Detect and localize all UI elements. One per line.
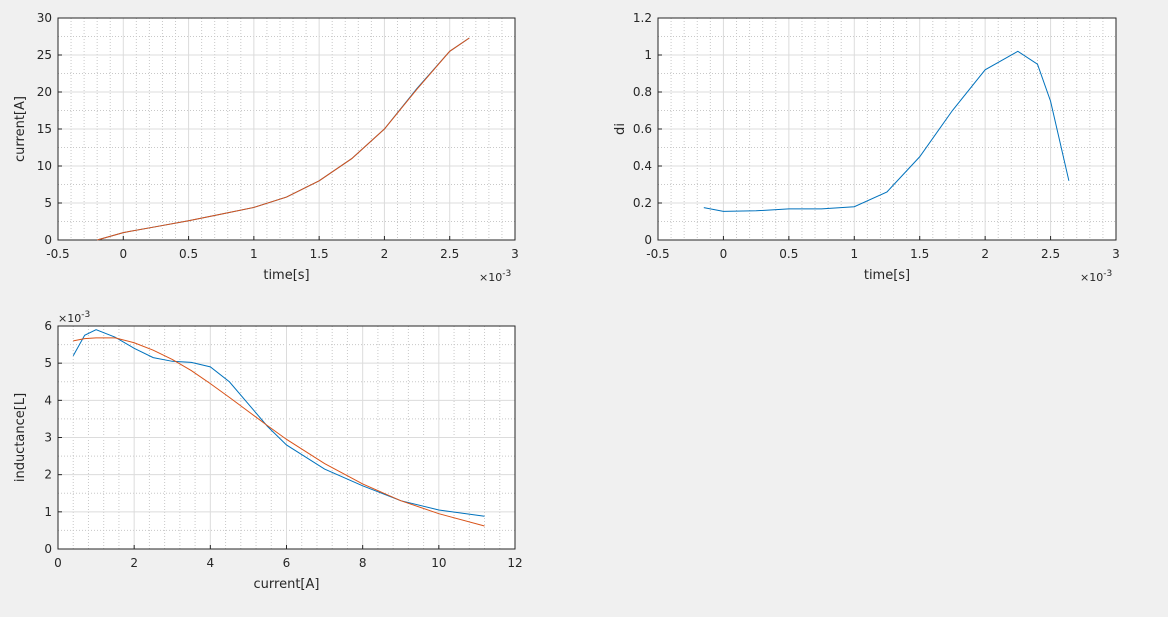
axes-box xyxy=(57,17,516,241)
x-tick-label: 1.5 xyxy=(910,247,929,261)
x-tick-label: 0.5 xyxy=(179,247,198,261)
y-tick-label: 0 xyxy=(44,233,52,247)
exponent-power: -3 xyxy=(1103,269,1112,279)
x-tick-label: 0 xyxy=(119,247,127,261)
x-tick-label: -0.5 xyxy=(46,247,69,261)
x-tick-label: 3 xyxy=(511,247,519,261)
y-tick-label: 10 xyxy=(37,159,52,173)
y-tick-label: 6 xyxy=(44,319,52,333)
x-tick-label: -0.5 xyxy=(646,247,669,261)
x-tick-label: 2 xyxy=(381,247,389,261)
x-tick-label: 4 xyxy=(207,556,215,570)
y-axis-label: current[A] xyxy=(13,96,28,162)
x-tick-label: 2.5 xyxy=(440,247,459,261)
x-exponent-label: ×10-3 xyxy=(479,269,511,284)
x-tick-label: 6 xyxy=(283,556,291,570)
y-tick-label: 0 xyxy=(44,542,52,556)
y-tick-label: 0.2 xyxy=(633,196,652,210)
x-tick-label: 1 xyxy=(850,247,858,261)
axes-box xyxy=(657,17,1117,241)
x-tick-label: 2 xyxy=(130,556,138,570)
x-axis-label: current[A] xyxy=(254,577,320,592)
x-tick-label: 8 xyxy=(359,556,367,570)
x-tick-label: 0.5 xyxy=(779,247,798,261)
exponent-base: ×10 xyxy=(1080,271,1103,284)
x-tick-label: 10 xyxy=(431,556,446,570)
y-tick-label: 4 xyxy=(44,393,52,407)
x-exponent-label: ×10-3 xyxy=(1080,269,1112,284)
y-axis-label: di xyxy=(613,123,628,135)
data-line xyxy=(72,329,485,517)
x-tick-label: 2.5 xyxy=(1041,247,1060,261)
exponent-power: -3 xyxy=(81,310,90,320)
x-axis-label: time[s] xyxy=(864,268,910,283)
y-tick-label: 15 xyxy=(37,122,52,136)
exponent-base: ×10 xyxy=(58,312,81,325)
x-tick-label: 0 xyxy=(54,556,62,570)
y-exponent-label: ×10-3 xyxy=(58,310,90,325)
axes-box xyxy=(57,325,516,550)
y-tick-label: 0 xyxy=(644,233,652,247)
x-tick-label: 2 xyxy=(981,247,989,261)
x-tick-label: 12 xyxy=(507,556,522,570)
y-tick-label: 5 xyxy=(44,356,52,370)
y-tick-label: 0.6 xyxy=(633,122,652,136)
y-tick-label: 1 xyxy=(644,48,652,62)
y-tick-label: 0.8 xyxy=(633,85,652,99)
y-tick-label: 1 xyxy=(44,505,52,519)
y-tick-label: 1.2 xyxy=(633,11,652,25)
y-tick-label: 0.4 xyxy=(633,159,652,173)
data-line xyxy=(73,337,485,527)
x-tick-label: 0 xyxy=(720,247,728,261)
x-tick-label: 3 xyxy=(1112,247,1120,261)
data-line xyxy=(97,37,470,241)
x-tick-label: 1 xyxy=(250,247,258,261)
y-tick-label: 3 xyxy=(44,431,52,445)
y-tick-label: 20 xyxy=(37,85,52,99)
x-axis-label: time[s] xyxy=(263,268,309,283)
y-tick-label: 30 xyxy=(37,11,52,25)
y-tick-label: 5 xyxy=(44,196,52,210)
exponent-base: ×10 xyxy=(479,271,502,284)
x-tick-label: 1.5 xyxy=(310,247,329,261)
data-line xyxy=(703,50,1070,212)
exponent-power: -3 xyxy=(502,269,511,279)
y-tick-label: 2 xyxy=(44,468,52,482)
y-tick-label: 25 xyxy=(37,48,52,62)
y-axis-label: inductance[L] xyxy=(13,393,28,482)
